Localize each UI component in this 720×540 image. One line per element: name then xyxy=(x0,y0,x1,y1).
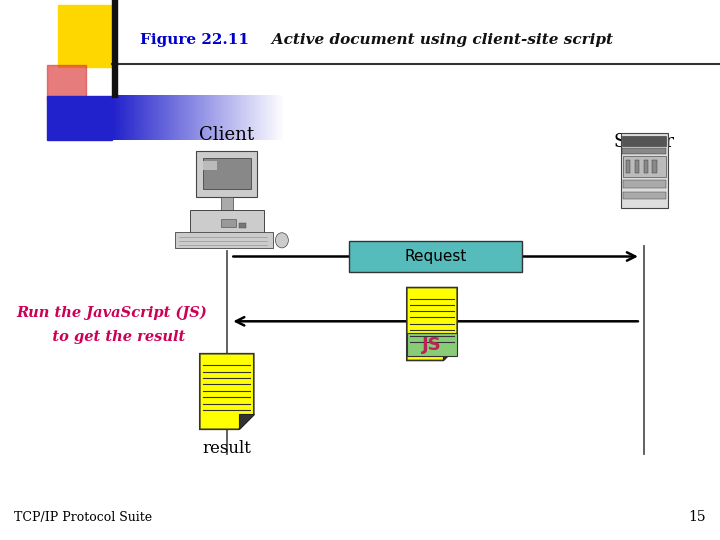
Text: Figure 22.11: Figure 22.11 xyxy=(140,33,249,48)
Bar xyxy=(623,136,667,146)
Bar xyxy=(621,133,668,208)
Bar xyxy=(221,219,236,227)
Polygon shape xyxy=(443,346,457,361)
Text: Client: Client xyxy=(199,126,254,144)
Bar xyxy=(635,160,639,173)
Bar xyxy=(239,223,246,228)
Text: Server: Server xyxy=(614,133,675,151)
Text: Run the JavaScript (JS): Run the JavaScript (JS) xyxy=(17,306,207,320)
Bar xyxy=(644,160,648,173)
Polygon shape xyxy=(407,287,457,361)
Text: to get the result: to get the result xyxy=(37,330,186,345)
Bar xyxy=(221,197,233,211)
Bar xyxy=(203,158,251,189)
Bar xyxy=(407,333,457,356)
Bar xyxy=(175,232,273,248)
Text: JS: JS xyxy=(422,335,442,354)
Bar xyxy=(624,192,666,199)
Bar xyxy=(626,160,631,173)
Bar xyxy=(47,96,112,140)
Bar xyxy=(58,5,112,68)
Polygon shape xyxy=(239,414,254,429)
Bar xyxy=(624,156,666,177)
Bar xyxy=(196,151,258,197)
Bar xyxy=(349,241,522,272)
Bar xyxy=(112,0,117,97)
Ellipse shape xyxy=(276,233,289,248)
Text: 15: 15 xyxy=(688,510,706,524)
Bar xyxy=(190,210,264,235)
Bar xyxy=(652,160,657,173)
Bar xyxy=(624,180,666,188)
Text: Active document using client-site script: Active document using client-site script xyxy=(256,33,613,48)
Polygon shape xyxy=(200,354,254,429)
Text: result: result xyxy=(202,440,251,457)
Text: TCP/IP Protocol Suite: TCP/IP Protocol Suite xyxy=(14,511,153,524)
Bar xyxy=(203,161,217,170)
Bar xyxy=(47,65,86,100)
Bar xyxy=(623,148,667,154)
Text: Request: Request xyxy=(405,249,467,264)
